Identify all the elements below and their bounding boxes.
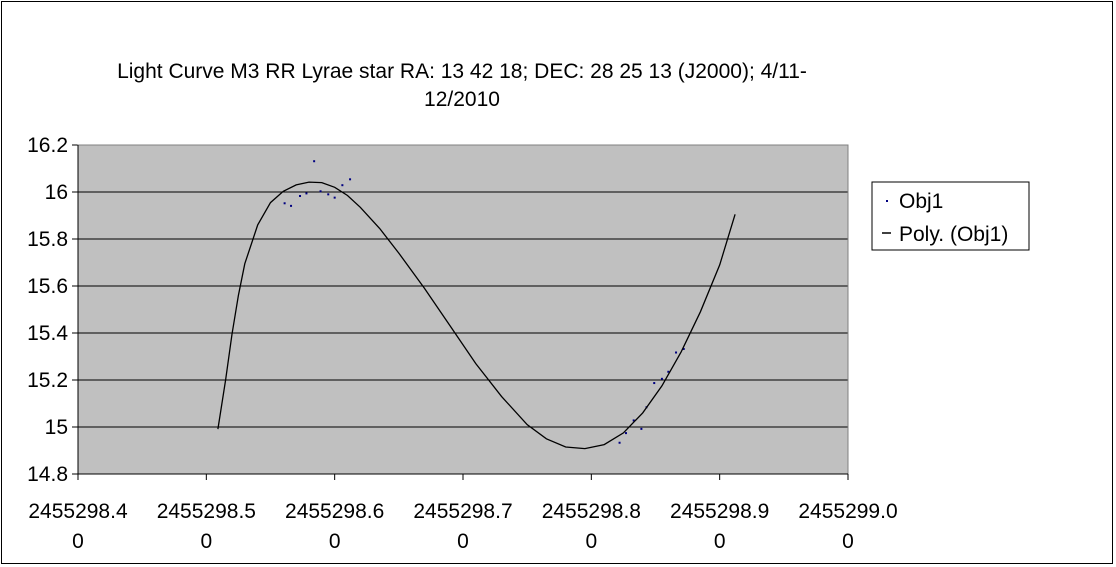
y-tick-label: 15.2 <box>27 369 68 392</box>
data-point <box>660 377 663 380</box>
legend-label-obj1: Obj1 <box>899 190 943 213</box>
x-tick-label-line-2: 0 <box>714 530 726 553</box>
x-tick-label: 2455298.9 <box>670 500 769 523</box>
legend-marker-obj1 <box>886 200 888 202</box>
legend-item-obj1: Obj1 <box>886 190 943 213</box>
data-point <box>632 419 635 422</box>
data-point <box>624 432 627 435</box>
y-tick-label: 15.4 <box>27 322 68 345</box>
x-tick-label: 2455298.4 <box>28 500 128 523</box>
y-tick-label: 15.6 <box>27 275 68 298</box>
legend-label-poly: Poly. (Obj1) <box>899 223 1008 246</box>
legend-item-poly: Poly. (Obj1) <box>882 223 1008 246</box>
y-tick-label: 15.8 <box>27 228 68 251</box>
data-point <box>653 382 656 385</box>
x-tick-label: 2455298.5 <box>157 500 256 523</box>
data-point <box>290 204 293 207</box>
legend-box <box>871 181 1030 251</box>
x-tick-label-line-2: 0 <box>457 530 469 553</box>
data-point <box>305 192 308 195</box>
x-tick-label-line-2: 0 <box>72 530 84 553</box>
data-point <box>333 196 336 199</box>
x-tick-label: 2455298.8 <box>542 500 641 523</box>
data-point <box>319 190 322 193</box>
y-tick-label: 16.2 <box>27 134 68 157</box>
data-point <box>313 160 316 163</box>
data-point <box>283 202 286 205</box>
plot-area <box>78 145 848 474</box>
data-point <box>667 370 670 373</box>
data-point <box>618 441 621 444</box>
trendline-poly <box>217 181 736 450</box>
x-tick-label-line-2: 0 <box>585 530 597 553</box>
chart-title: Light Curve M3 RR Lyrae star RA: 13 42 1… <box>117 60 807 111</box>
data-point <box>299 194 302 197</box>
y-tick-label: 16 <box>45 181 68 204</box>
axes: 14.8 15 15.2 15.4 15.6 15.8 16 16.2 2455298.4 0 24… <box>27 134 898 553</box>
x-tick-label: 2455299.0 <box>798 500 897 523</box>
x-tick-label-line-2: 0 <box>329 530 341 553</box>
data-point <box>682 347 685 350</box>
data-point <box>341 184 344 187</box>
data-point <box>349 178 352 181</box>
chart-title-line-2: 12/2010 <box>424 88 500 111</box>
chart-title-line-1: Light Curve M3 RR Lyrae star RA: 13 42 1… <box>117 60 807 83</box>
x-tick-label: 2455298.7 <box>413 500 512 523</box>
y-tick-label: 15 <box>45 416 68 439</box>
x-tick-label-line-2: 0 <box>200 530 212 553</box>
data-point <box>640 427 643 430</box>
x-tick-label: 2455298.6 <box>285 500 384 523</box>
legend: Obj1 Poly. (Obj1) <box>871 181 1030 251</box>
data-point <box>327 193 330 196</box>
x-tick-label-line-2: 0 <box>842 530 854 553</box>
y-tick-label: 14.8 <box>27 463 68 486</box>
data-point <box>675 351 678 354</box>
series-layer <box>217 160 736 450</box>
